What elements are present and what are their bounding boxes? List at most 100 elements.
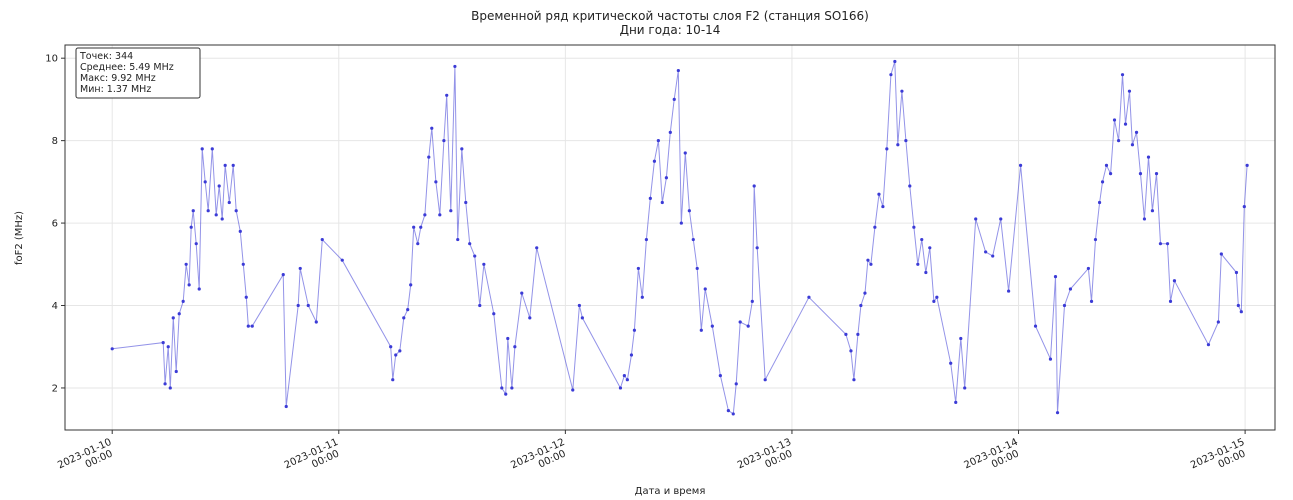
data-point	[1239, 310, 1243, 314]
data-point	[679, 221, 683, 225]
data-point	[284, 404, 288, 409]
data-point	[999, 217, 1003, 221]
data-point	[453, 64, 457, 69]
data-point	[409, 283, 413, 287]
y-tick-label: 8	[52, 136, 58, 147]
data-point	[1018, 163, 1023, 167]
data-point	[807, 295, 811, 299]
data-point	[1150, 209, 1155, 213]
data-point	[535, 246, 539, 250]
data-point	[869, 262, 873, 266]
data-point	[648, 196, 652, 200]
data-point	[672, 97, 676, 102]
data-point	[1100, 180, 1105, 184]
data-point	[250, 324, 254, 328]
data-point	[402, 316, 406, 320]
data-point	[893, 59, 897, 64]
data-point	[1168, 299, 1173, 303]
data-point	[920, 237, 924, 242]
data-point	[644, 237, 648, 242]
data-point	[1236, 303, 1240, 308]
data-point	[752, 184, 756, 188]
data-point	[320, 237, 324, 242]
data-point	[513, 345, 517, 349]
data-point	[1234, 270, 1239, 275]
data-point	[194, 242, 198, 246]
data-point	[187, 283, 191, 287]
data-point	[1120, 73, 1125, 77]
data-point	[504, 392, 508, 396]
data-point	[430, 126, 434, 130]
data-point	[889, 73, 893, 77]
data-point	[181, 299, 185, 303]
y-tick-label: 6	[52, 219, 58, 230]
data-point	[991, 254, 995, 258]
data-point	[746, 324, 750, 328]
x-tick-label: 2023-01-1500:00	[1189, 437, 1251, 482]
data-point	[974, 217, 978, 221]
data-point	[963, 386, 967, 390]
data-point	[640, 295, 644, 299]
data-point	[217, 184, 221, 188]
data-point	[652, 159, 657, 163]
data-point	[1093, 237, 1098, 242]
data-point	[571, 388, 575, 392]
data-point	[227, 200, 231, 205]
data-point	[668, 130, 672, 134]
data-point	[852, 378, 856, 382]
data-point	[220, 217, 224, 221]
x-tick-label: 2023-01-1000:00	[56, 437, 118, 482]
data-point	[625, 378, 629, 382]
data-point	[1097, 200, 1102, 205]
data-point	[755, 246, 759, 250]
data-point	[340, 258, 344, 262]
data-point	[1219, 252, 1223, 256]
data-point	[416, 242, 420, 246]
data-point	[214, 213, 218, 217]
data-point	[298, 266, 302, 271]
data-point	[281, 272, 285, 277]
y-tick-label: 2	[52, 383, 58, 394]
data-point	[1216, 320, 1220, 324]
data-point	[427, 155, 431, 159]
data-point	[954, 400, 958, 404]
y-axis-label: foF2 (MHz)	[14, 211, 25, 265]
data-point	[1146, 155, 1151, 159]
data-point	[1104, 163, 1109, 167]
data-point	[389, 345, 393, 349]
stats-box	[75, 47, 201, 99]
data-point	[877, 192, 881, 196]
data-point	[203, 180, 207, 184]
y-tick-label: 10	[45, 54, 58, 65]
data-point	[1116, 139, 1121, 143]
chart-subtitle: Дни года: 10-14	[620, 23, 721, 37]
data-point	[699, 328, 703, 332]
data-point	[731, 412, 735, 416]
data-point	[734, 382, 738, 386]
data-point	[191, 209, 195, 213]
data-point	[849, 349, 853, 353]
data-point	[520, 291, 524, 295]
data-point	[528, 316, 532, 320]
data-point	[506, 336, 510, 341]
data-point	[896, 143, 900, 147]
data-point	[1165, 242, 1170, 246]
data-point	[171, 316, 175, 320]
data-point	[442, 139, 446, 143]
data-point	[1123, 122, 1128, 126]
data-point	[244, 295, 248, 299]
data-point	[924, 270, 928, 275]
data-point	[618, 386, 623, 390]
data-point	[738, 320, 742, 324]
data-point	[691, 237, 695, 242]
data-point	[900, 89, 904, 93]
data-point	[1130, 143, 1135, 147]
data-point	[1053, 275, 1058, 279]
data-point	[629, 353, 634, 357]
data-point	[1033, 324, 1038, 328]
data-point	[1089, 299, 1094, 303]
data-point	[959, 336, 963, 341]
data-point	[660, 200, 664, 205]
data-point	[949, 361, 953, 365]
